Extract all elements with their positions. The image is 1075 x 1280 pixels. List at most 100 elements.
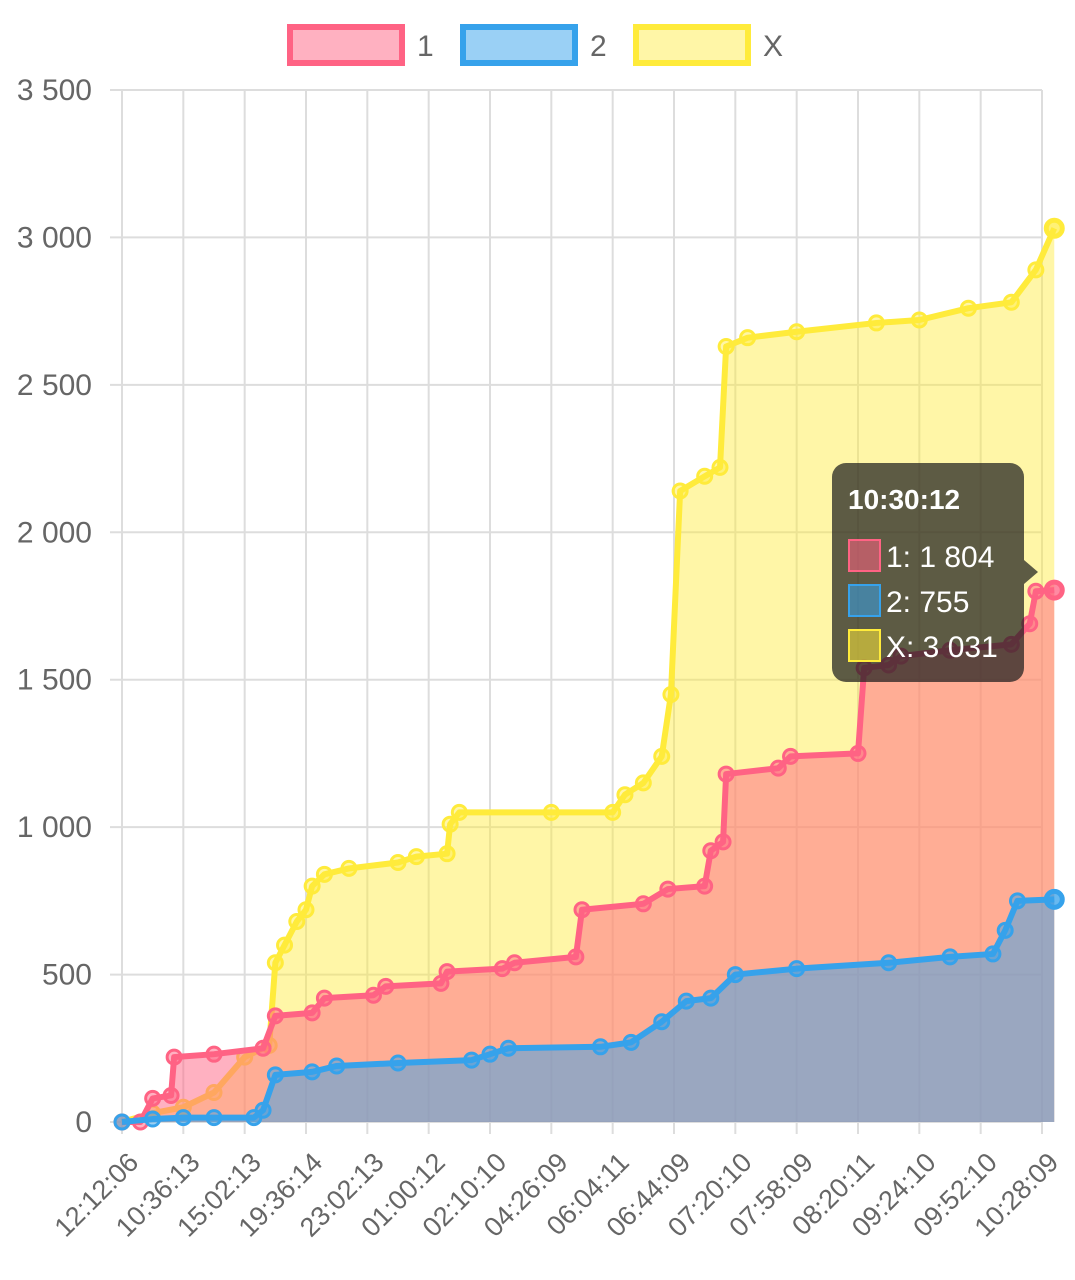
data-point — [205, 1109, 223, 1127]
data-point — [506, 954, 524, 972]
data-point — [303, 877, 321, 895]
data-point — [984, 945, 1002, 963]
data-point — [297, 901, 315, 919]
data-point — [677, 992, 695, 1010]
tooltip-title: 10:30:12 — [848, 484, 960, 515]
data-point — [662, 685, 680, 703]
y-axis-ticks: 0 500 1 000 1 500 2 000 2 500 3 000 3 500 — [17, 74, 92, 1139]
tooltip-swatch — [848, 539, 881, 572]
data-point — [696, 467, 714, 485]
y-tick-label: 3 000 — [17, 221, 92, 254]
data-point — [659, 880, 677, 898]
data-point — [867, 314, 885, 332]
series-line-X — [121, 227, 1058, 1125]
data-point — [726, 966, 744, 984]
legend-item-2[interactable]: 2 — [460, 24, 607, 66]
data-point — [266, 954, 284, 972]
data-point — [717, 338, 735, 356]
data-point — [165, 1048, 183, 1066]
data-point — [303, 1063, 321, 1081]
data-point — [438, 963, 456, 981]
data-point — [288, 912, 306, 930]
data-point — [714, 833, 732, 851]
data-point — [782, 747, 800, 765]
data-point — [671, 482, 689, 500]
data-point — [254, 1101, 272, 1119]
data-point — [622, 1033, 640, 1051]
y-tick-label: 2 500 — [17, 369, 92, 402]
data-point — [717, 765, 735, 783]
data-point — [634, 774, 652, 792]
tooltip-swatch — [848, 629, 881, 662]
y-tick-label: 1 500 — [17, 664, 92, 697]
data-point — [910, 311, 928, 329]
tooltip-row: 1: 1 804 — [886, 541, 994, 574]
data-point — [205, 1045, 223, 1063]
data-point — [441, 815, 459, 833]
data-point — [481, 1045, 499, 1063]
data-point — [959, 299, 977, 317]
data-point — [1002, 293, 1020, 311]
data-point — [1021, 615, 1039, 633]
tooltip-box — [832, 463, 1024, 682]
data-point — [788, 960, 806, 978]
y-tick-label: 2 000 — [17, 516, 92, 549]
data-point — [266, 1007, 284, 1025]
data-point — [604, 803, 622, 821]
legend-swatch — [287, 24, 405, 66]
data-point — [389, 854, 407, 872]
tooltip-swatch — [848, 584, 881, 617]
data-point — [276, 936, 294, 954]
tooltip: 10:30:12 1: 1 804 2: 755 X: 3 031 — [832, 463, 1038, 682]
legend[interactable]: 1 2 X — [287, 24, 783, 66]
x-axis-ticks: 12:12:0610:36:1315:02:1319:36:1423:02:13… — [49, 1147, 1065, 1243]
y-tick-label: 1 000 — [17, 811, 92, 844]
data-point — [266, 1066, 284, 1084]
tooltip-row: 2: 755 — [886, 586, 969, 619]
data-point — [849, 744, 867, 762]
data-point — [1027, 261, 1045, 279]
data-point — [542, 803, 560, 821]
data-point-last — [1043, 217, 1065, 239]
data-point — [162, 1086, 180, 1104]
data-point — [634, 895, 652, 913]
data-point — [499, 1039, 517, 1057]
data-point — [438, 845, 456, 863]
data-point — [941, 948, 959, 966]
data-point — [880, 954, 898, 972]
y-tick-label: 0 — [75, 1106, 92, 1139]
data-point — [702, 989, 720, 1007]
data-point — [1008, 892, 1026, 910]
legend-label: X — [763, 30, 783, 63]
data-point — [389, 1054, 407, 1072]
tooltip-row: X: 3 031 — [886, 631, 998, 664]
data-point — [1027, 582, 1045, 600]
data-point — [340, 859, 358, 877]
data-point — [769, 759, 787, 777]
legend-swatch — [460, 24, 578, 66]
y-tick-label: 3 500 — [17, 74, 92, 107]
data-point — [174, 1109, 192, 1127]
legend-item-X[interactable]: X — [633, 24, 783, 66]
data-point-last — [1043, 888, 1065, 910]
data-point — [591, 1038, 609, 1056]
data-point-last — [1043, 579, 1065, 601]
legend-label: 1 — [417, 30, 434, 63]
data-point — [573, 901, 591, 919]
data-point — [315, 989, 333, 1007]
data-point — [303, 1004, 321, 1022]
data-point — [711, 458, 729, 476]
y-tick-label: 500 — [42, 959, 92, 992]
data-point — [364, 986, 382, 1004]
data-point — [696, 877, 714, 895]
data-point — [377, 977, 395, 995]
legend-label: 2 — [590, 30, 607, 63]
series-2 — [113, 888, 1065, 1131]
legend-item-1[interactable]: 1 — [287, 24, 434, 66]
data-point — [653, 1013, 671, 1031]
data-point — [144, 1089, 162, 1107]
data-point — [788, 323, 806, 341]
data-point — [653, 747, 671, 765]
data-point — [567, 948, 585, 966]
